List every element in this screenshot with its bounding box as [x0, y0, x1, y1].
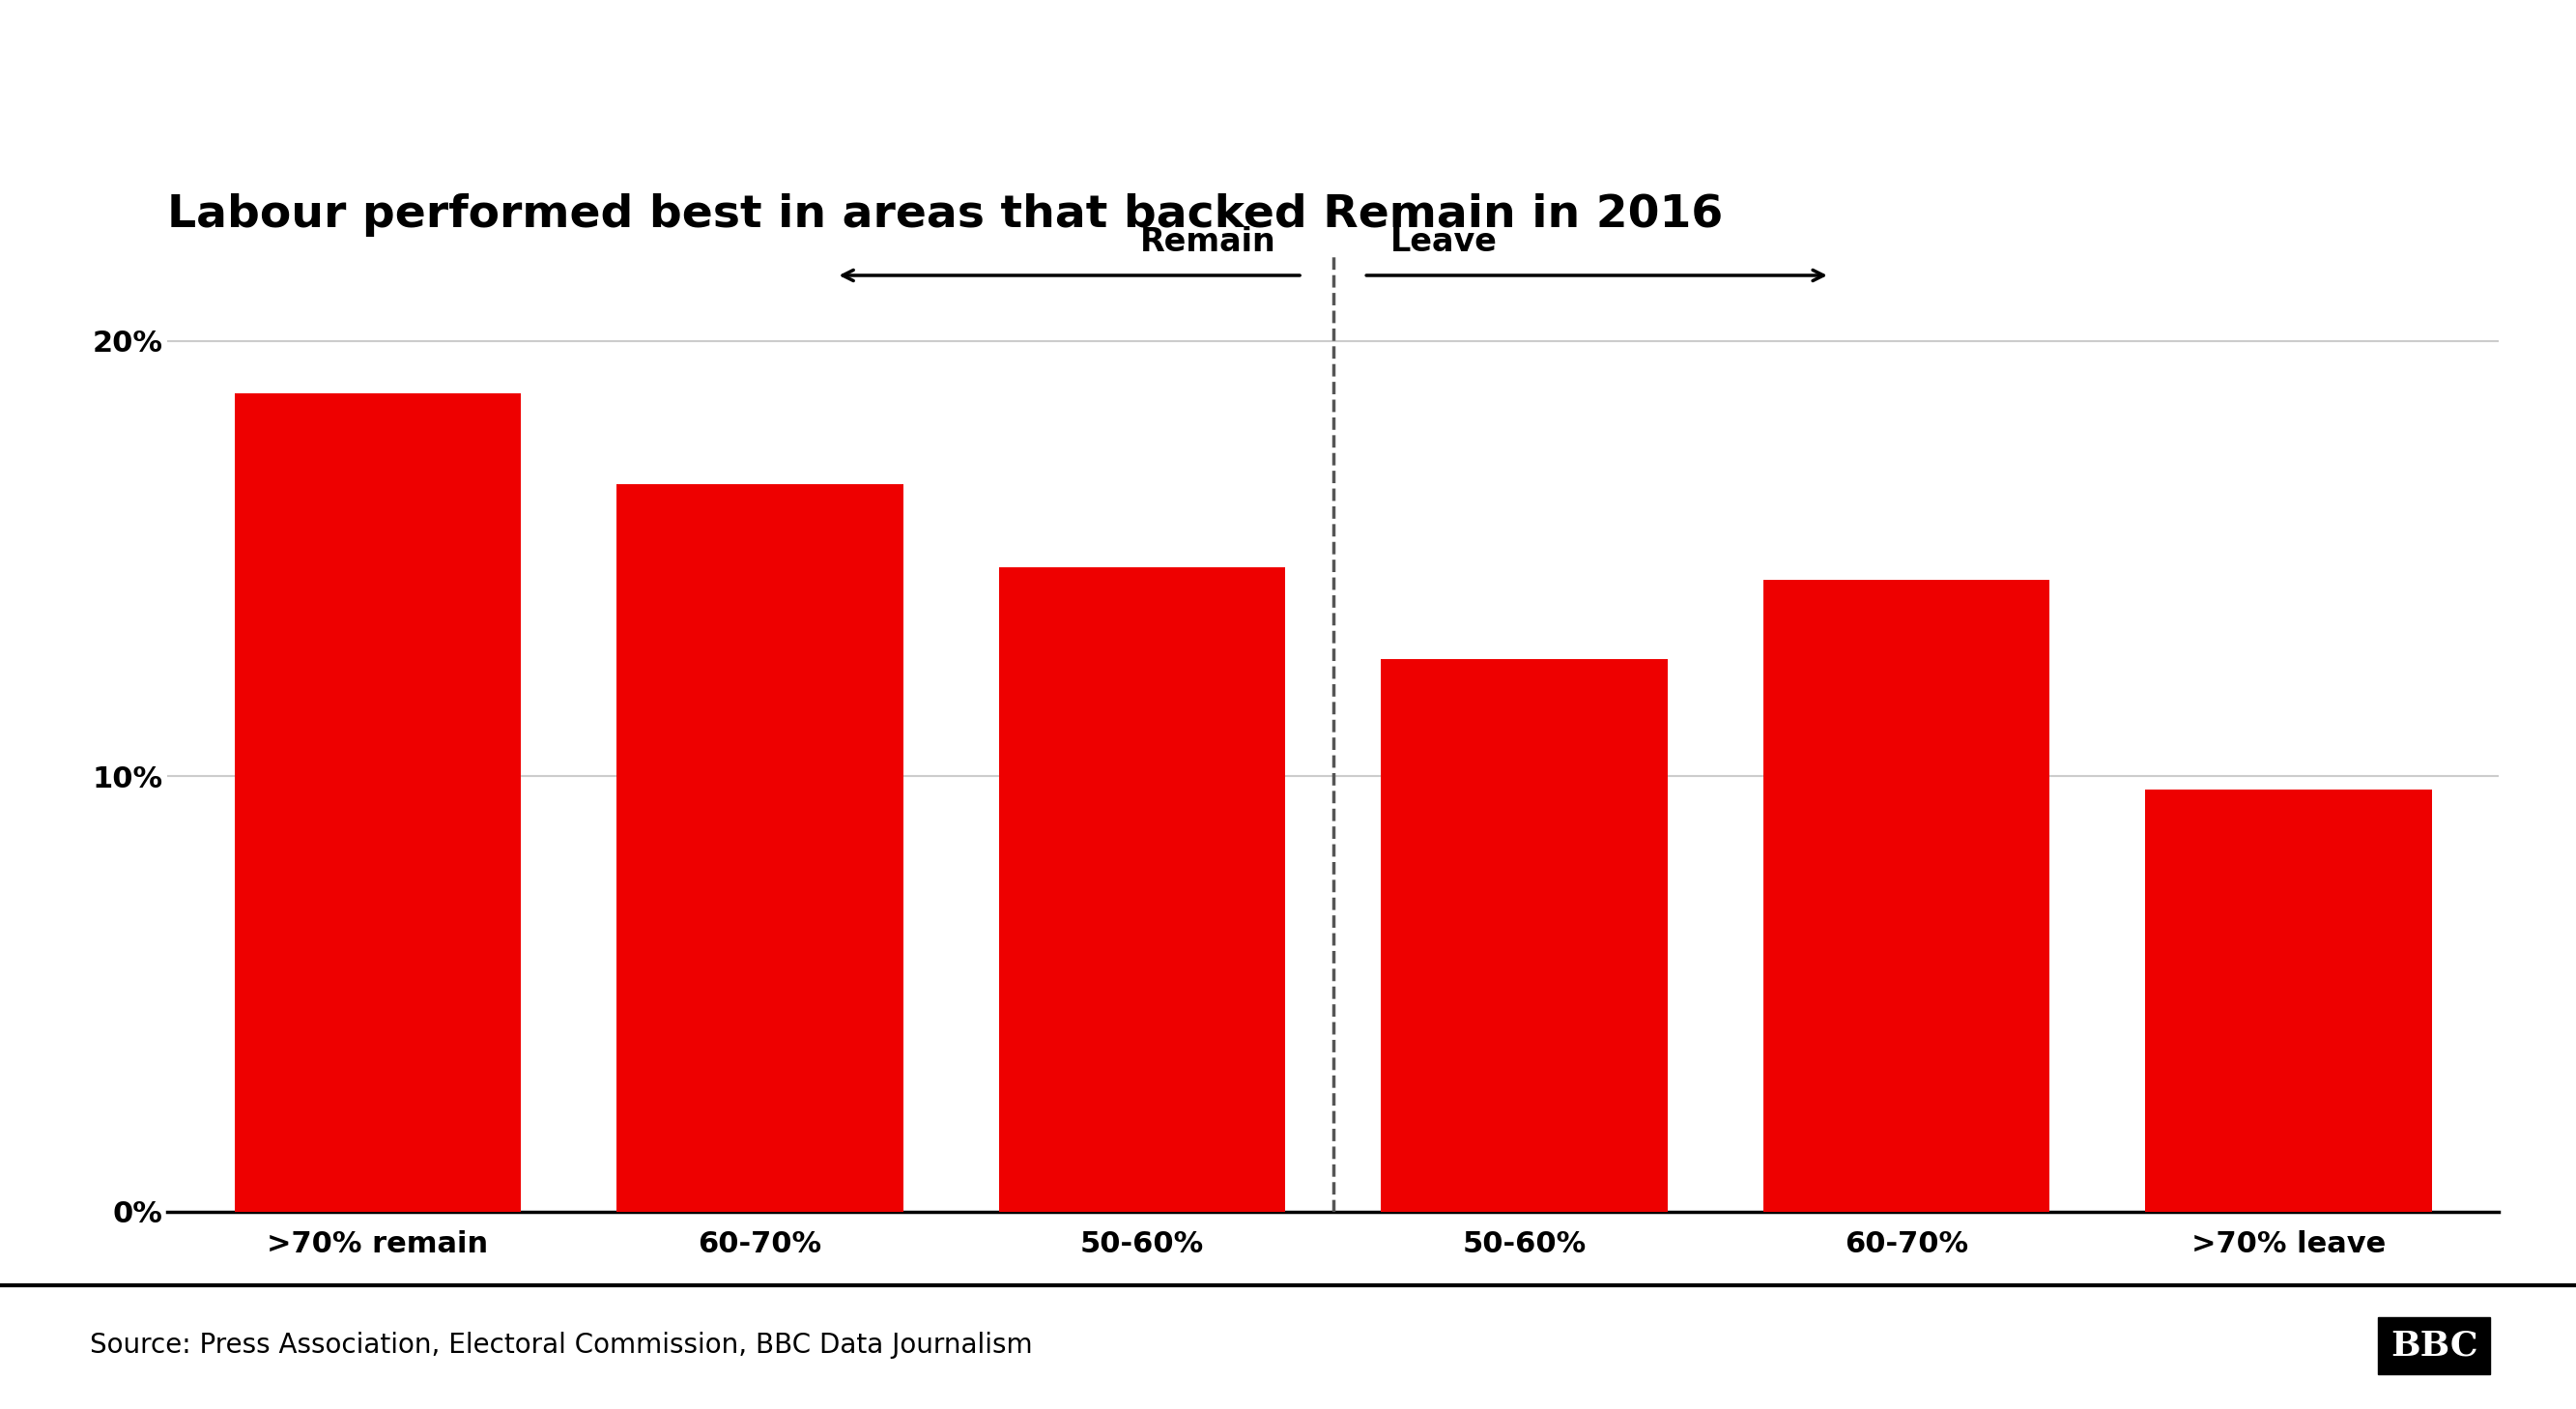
Text: BBC: BBC [2391, 1329, 2478, 1363]
Bar [616, 485, 904, 1212]
Bar [234, 393, 520, 1212]
Text: Source: Press Association, Electoral Commission, BBC Data Journalism: Source: Press Association, Electoral Com… [90, 1332, 1033, 1360]
Text: Leave: Leave [1391, 225, 1497, 258]
Bar [2146, 789, 2432, 1212]
Text: Remain: Remain [1139, 225, 1275, 258]
Bar [1762, 581, 2050, 1212]
Text: Labour performed best in areas that backed Remain in 2016: Labour performed best in areas that back… [167, 193, 1723, 237]
Bar [999, 568, 1285, 1212]
Bar [1381, 658, 1667, 1212]
